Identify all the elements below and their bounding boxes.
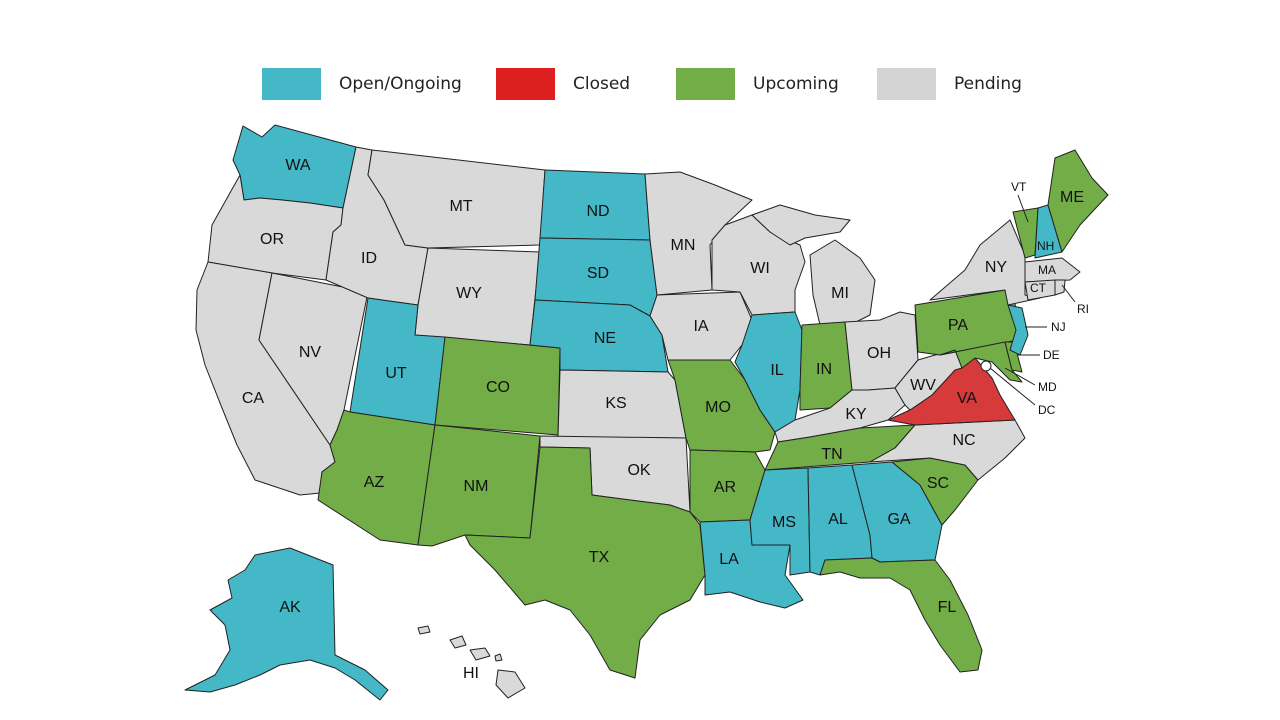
label-co: CO <box>486 379 510 396</box>
label-ma: MA <box>1038 263 1056 277</box>
label-nh: NH <box>1037 239 1054 253</box>
map-legend: Open/Ongoing Closed Upcoming Pending <box>0 0 1280 120</box>
label-nm: NM <box>464 478 489 495</box>
label-wi: WI <box>750 260 770 277</box>
label-oh: OH <box>867 345 891 362</box>
label-me: ME <box>1060 189 1084 206</box>
label-ak: AK <box>279 599 301 616</box>
label-az: AZ <box>364 474 385 491</box>
label-ar: AR <box>714 479 736 496</box>
label-nd: ND <box>586 203 609 220</box>
state-me[interactable] <box>1047 149 1109 253</box>
label-sc: SC <box>927 475 949 492</box>
label-ri: RI <box>1077 302 1089 316</box>
legend-label-pending: Pending <box>954 74 1022 94</box>
state-tx[interactable] <box>464 446 706 679</box>
label-ga: GA <box>887 511 910 528</box>
legend-swatch-pending <box>877 68 936 100</box>
legend-swatch-upcoming <box>676 68 735 100</box>
legend-swatch-closed <box>496 68 555 100</box>
legend-item-pending: Pending <box>877 68 1022 100</box>
legend-label-open: Open/Ongoing <box>339 74 462 94</box>
legend-item-closed: Closed <box>496 68 630 100</box>
label-ny: NY <box>985 259 1008 276</box>
label-wy: WY <box>456 285 482 302</box>
state-fl[interactable] <box>819 557 983 673</box>
dc-marker[interactable] <box>980 360 992 372</box>
label-wa: WA <box>285 157 311 174</box>
label-ne: NE <box>594 330 616 347</box>
state-ma[interactable] <box>1024 257 1081 283</box>
label-ut: UT <box>385 365 407 382</box>
leader-lines <box>989 194 1076 406</box>
label-mt: MT <box>449 198 472 215</box>
label-il: IL <box>770 362 783 379</box>
label-wv: WV <box>910 377 936 394</box>
label-dc: DC <box>1038 403 1056 417</box>
label-ok: OK <box>627 462 650 479</box>
legend-swatch-open <box>262 68 321 100</box>
state-labels: WA OR CA NV ID MT WY UT AZ CO NM ND SD N… <box>242 157 1089 682</box>
label-de: DE <box>1043 348 1060 362</box>
label-ms: MS <box>772 514 796 531</box>
label-in: IN <box>816 361 832 378</box>
label-ca: CA <box>242 390 265 407</box>
state-hi[interactable] <box>417 625 526 699</box>
label-tn: TN <box>821 446 842 463</box>
label-ks: KS <box>605 395 626 412</box>
label-mo: MO <box>705 399 731 416</box>
label-tx: TX <box>589 549 610 566</box>
label-mn: MN <box>671 237 696 254</box>
label-mi: MI <box>831 285 849 302</box>
label-al: AL <box>828 511 848 528</box>
state-ak[interactable] <box>184 547 389 701</box>
label-md: MD <box>1038 380 1057 394</box>
label-la: LA <box>719 551 739 568</box>
label-nv: NV <box>299 344 322 361</box>
state-wv[interactable] <box>894 349 963 411</box>
label-nc: NC <box>952 432 975 449</box>
legend-label-upcoming: Upcoming <box>753 74 839 94</box>
legend-label-closed: Closed <box>573 74 631 94</box>
legend-item-upcoming: Upcoming <box>676 68 839 100</box>
label-id: ID <box>361 250 377 267</box>
state-mi-upper-peninsula[interactable] <box>751 204 851 246</box>
label-pa: PA <box>948 317 968 334</box>
label-ky: KY <box>845 406 867 423</box>
label-or: OR <box>260 231 284 248</box>
label-ct: CT <box>1030 281 1047 295</box>
label-ia: IA <box>693 318 708 335</box>
label-vt: VT <box>1011 180 1027 194</box>
legend-item-open: Open/Ongoing <box>262 68 462 100</box>
state-nc[interactable] <box>869 419 1026 481</box>
state-de[interactable] <box>1004 341 1023 373</box>
label-nj: NJ <box>1051 320 1066 334</box>
state-mi[interactable] <box>809 239 876 326</box>
state-ri[interactable] <box>1054 279 1066 296</box>
state-mo[interactable] <box>667 359 776 453</box>
label-fl: FL <box>938 599 957 616</box>
label-va: VA <box>957 390 977 407</box>
label-hi: HI <box>463 665 479 682</box>
label-sd: SD <box>587 265 609 282</box>
